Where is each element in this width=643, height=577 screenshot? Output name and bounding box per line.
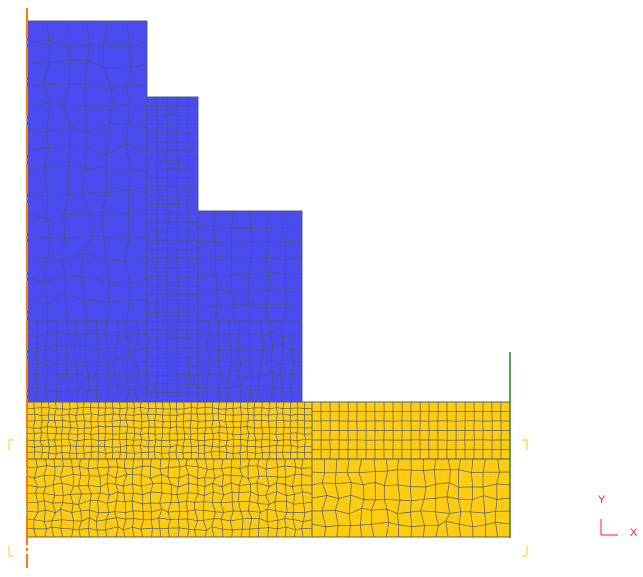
lower-body[interactable] [26,401,511,538]
upper-body[interactable] [26,20,303,403]
bracket-bottom-right [522,546,528,557]
mesh-grid [311,458,511,538]
triad-y-label: Y [598,494,606,506]
lower-body-mesh [26,401,511,538]
mesh-grid [26,458,313,538]
bracket-top-right [522,439,528,450]
coordinate-triad: Y X [598,494,638,539]
bracket-bottom-left [8,546,14,557]
triad-x-label: X [630,527,638,539]
mesh-grid [146,96,199,403]
lower-body-bottom-layer[interactable] [26,458,511,538]
mesh-grid [26,401,313,460]
selection-brackets [8,439,528,557]
bracket-top-left [8,439,14,450]
mesh-grid [197,210,303,322]
